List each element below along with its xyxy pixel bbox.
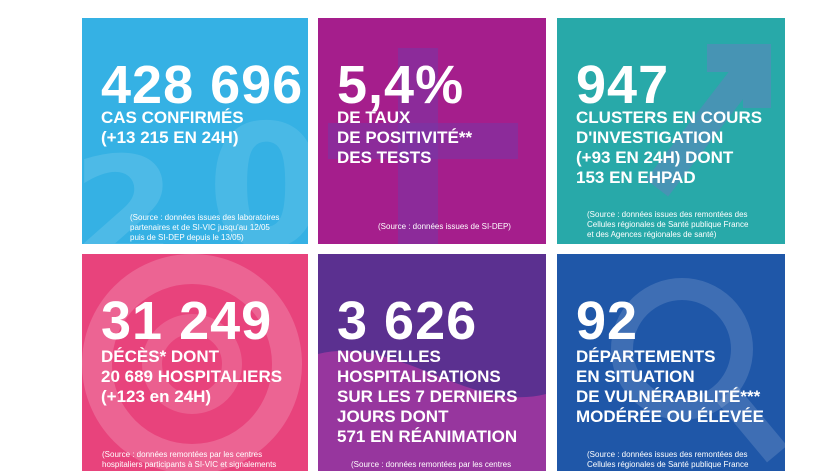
deaths-value: 31 249 — [101, 291, 273, 351]
confirmed-cases-source: (Source : données issues des laboratoire… — [130, 213, 280, 242]
clusters-value: 947 — [576, 55, 670, 115]
clusters-source: (Source : données issues des remontées d… — [587, 210, 749, 239]
deaths-source: (Source : données remontées par les cent… — [102, 450, 277, 469]
hospitalisations-source: (Source : données remontées par les cent… — [351, 460, 512, 469]
departments-source: (Source : données issues des remontées d… — [587, 450, 749, 469]
hospitalisations-value: 3 626 — [337, 291, 478, 351]
positivity-rate-source: (Source : données issues de SI-DEP) — [378, 222, 511, 231]
positivity-rate-value: 5,4% — [337, 55, 465, 115]
vulnerable-departments-tile: 92 DÉPARTEMENTS EN SITUATION DE VULNÉRAB… — [557, 254, 785, 471]
hospitalisations-tile: 3 626 NOUVELLES HOSPITALISATIONS SUR LES… — [318, 254, 546, 471]
departments-value: 92 — [576, 291, 639, 351]
confirmed-cases-tile: 2 0 428 696 CAS CONFIRMÉS (+13 215 EN 24… — [82, 18, 308, 244]
positivity-rate-label: DE TAUX DE POSITIVITÉ** DES TESTS — [337, 108, 473, 167]
departments-label: DÉPARTEMENTS EN SITUATION DE VULNÉRABILI… — [576, 347, 764, 426]
clusters-label: CLUSTERS EN COURS D'INVESTIGATION (+93 E… — [576, 108, 763, 187]
confirmed-cases-label: CAS CONFIRMÉS (+13 215 EN 24H) — [101, 108, 244, 147]
deaths-label: DÉCÈS* DONT 20 689 HOSPITALIERS (+123 en… — [101, 347, 283, 406]
deaths-tile: 31 249 DÉCÈS* DONT 20 689 HOSPITALIERS (… — [82, 254, 308, 471]
clusters-tile: 947 CLUSTERS EN COURS D'INVESTIGATION (+… — [557, 18, 785, 244]
confirmed-cases-value: 428 696 — [101, 55, 304, 115]
positivity-rate-tile: 5,4% DE TAUX DE POSITIVITÉ** DES TESTS (… — [318, 18, 546, 244]
hospitalisations-label: NOUVELLES HOSPITALISATIONS SUR LES 7 DER… — [337, 347, 518, 446]
